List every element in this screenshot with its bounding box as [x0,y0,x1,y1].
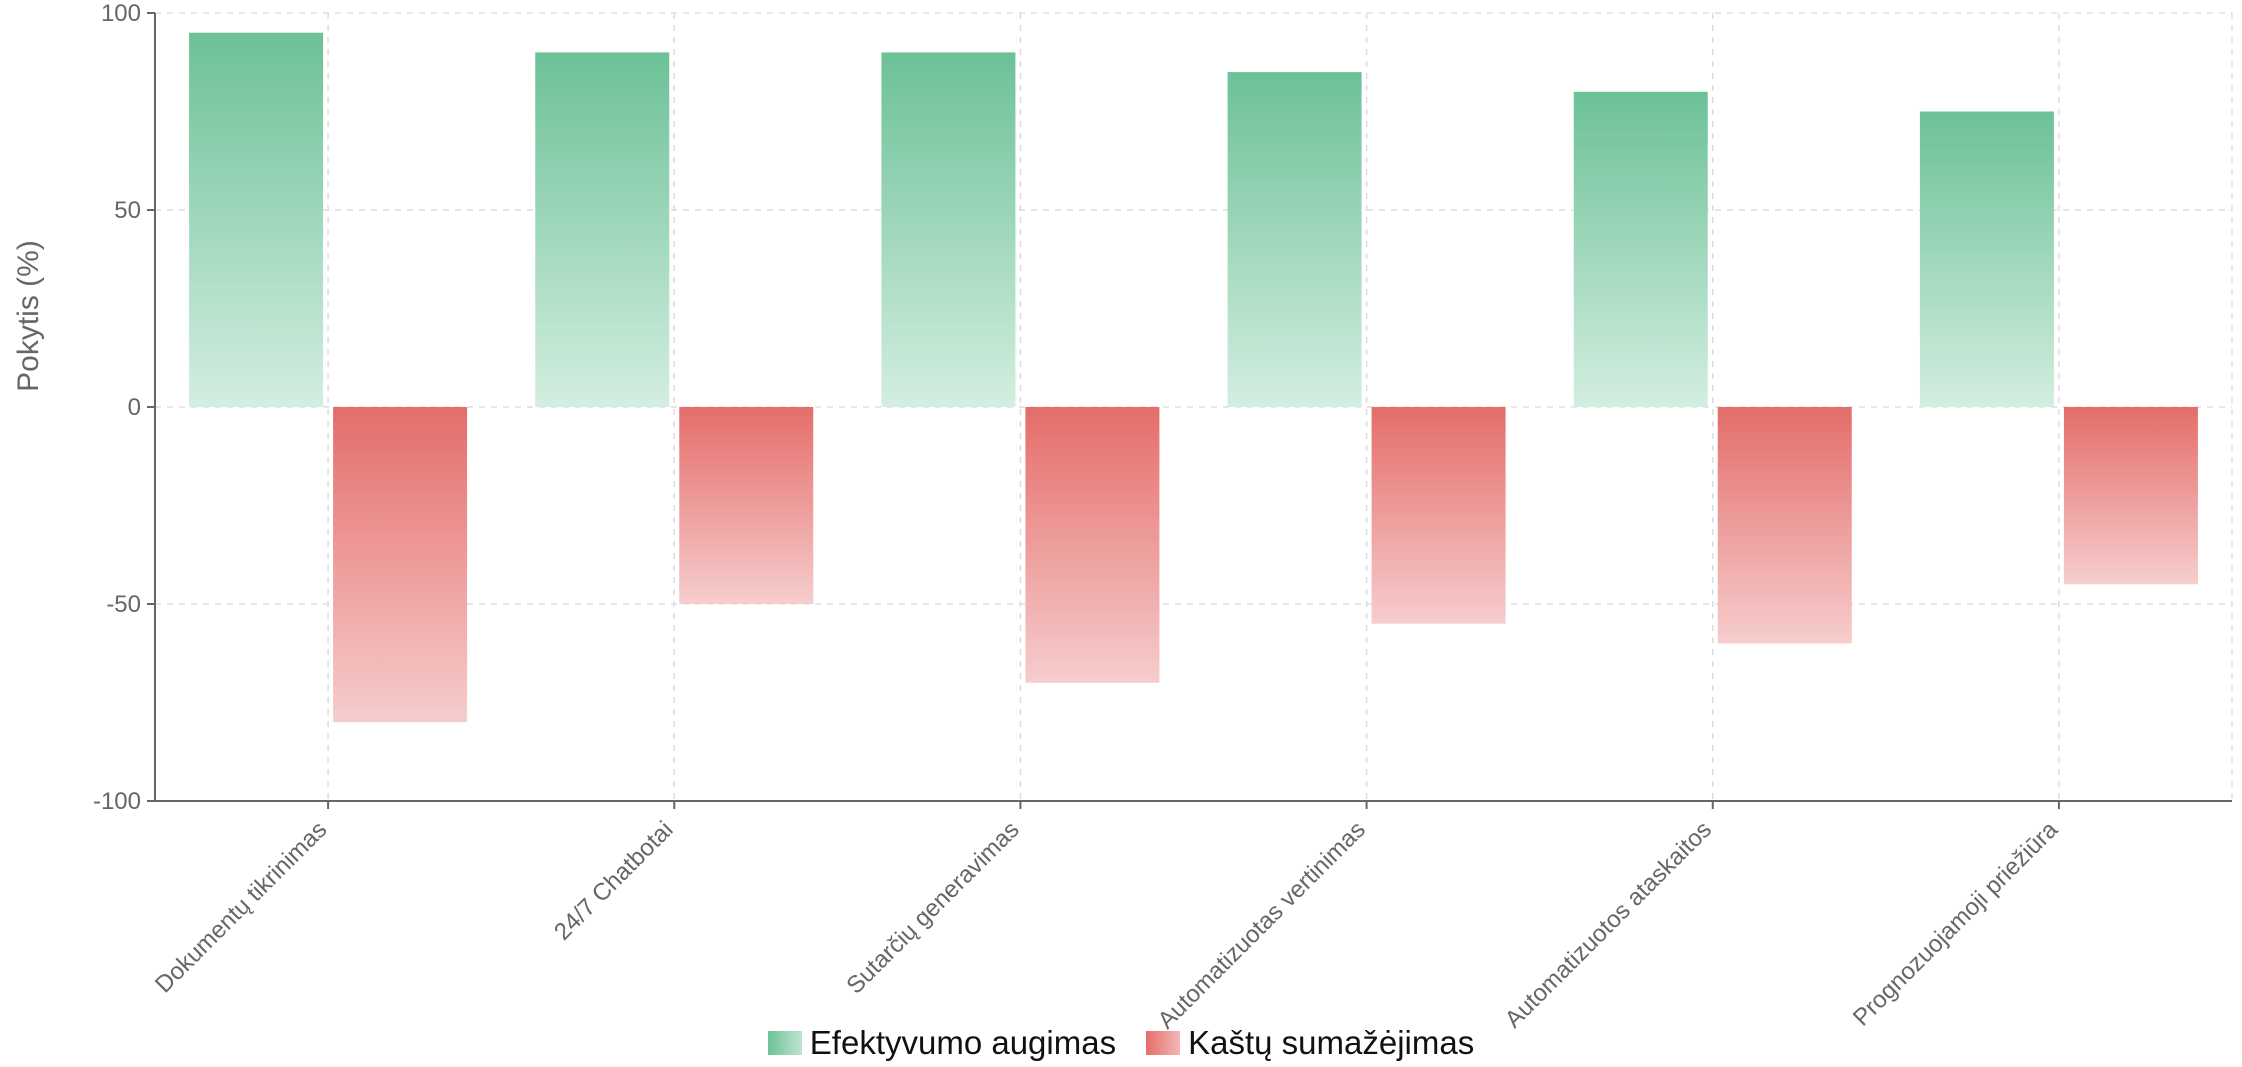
legend: Efektyvumo augimas Kaštų sumažėjimas [0,1024,2242,1062]
bar-cost[interactable] [1025,407,1160,683]
bar-efficiency[interactable] [881,52,1016,408]
bar-efficiency[interactable] [189,32,324,407]
y-tick-label: -50 [106,591,141,618]
x-tick-label: Sutarčių generavimas [841,816,1024,999]
y-tick-label: 0 [128,394,141,421]
bar-cost[interactable] [333,407,468,723]
y-tick-label: 100 [101,0,141,27]
bar-efficiency[interactable] [1919,111,2054,408]
y-axis-title: Pokytis (%) [12,240,45,392]
legend-item-efficiency[interactable]: Efektyvumo augimas [767,1024,1117,1062]
axes [147,12,2232,809]
y-tick-label: 50 [114,197,141,224]
bar-efficiency[interactable] [1227,72,1362,407]
legend-swatch-cost [1146,1031,1181,1055]
legend-swatch-efficiency [767,1031,802,1055]
legend-label-cost: Kaštų sumažėjimas [1188,1024,1475,1061]
bar-cost[interactable] [1371,407,1506,624]
bar-cost[interactable] [679,407,814,604]
bar-cost[interactable] [2063,407,2198,585]
legend-item-cost[interactable]: Kaštų sumažėjimas [1146,1024,1474,1062]
x-tick-label: Automatizuotas vertinimas [1153,816,1371,1034]
x-tick-label: Dokumentų tikrinimas [150,816,332,998]
bar-cost[interactable] [1717,407,1852,644]
x-tick-label: 24/7 Chatbotai [549,816,678,945]
legend-label-efficiency: Efektyvumo augimas [809,1024,1117,1061]
y-tick-label: -100 [93,788,141,815]
bar-efficiency[interactable] [535,52,670,408]
x-tick-label: Prognozuojamoji priežiūra [1848,816,2064,1032]
bars [189,32,2198,723]
x-tick-label: Automatizuotos ataskaitos [1500,816,1717,1033]
bar-efficiency[interactable] [1573,91,1708,408]
